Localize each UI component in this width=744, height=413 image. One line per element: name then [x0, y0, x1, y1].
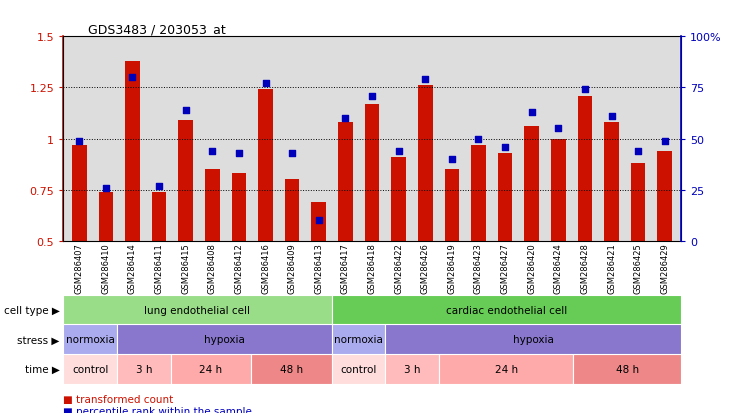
Bar [170, 354, 251, 384]
Bar [258, 90, 273, 241]
Text: time ▶: time ▶ [25, 364, 60, 374]
Bar [551, 139, 565, 241]
Text: normoxia: normoxia [65, 335, 115, 344]
Text: ■ transformed count: ■ transformed count [63, 394, 173, 404]
Bar [205, 170, 219, 241]
Text: hypoxia: hypoxia [513, 335, 554, 344]
Text: 48 h: 48 h [615, 364, 638, 374]
Point [260, 81, 272, 88]
Text: control: control [72, 364, 109, 374]
Text: stress ▶: stress ▶ [17, 335, 60, 344]
Bar [365, 104, 379, 241]
Bar [338, 123, 353, 241]
Bar [72, 145, 86, 241]
Point [73, 138, 85, 145]
Text: normoxia: normoxia [334, 335, 383, 344]
Bar [418, 86, 432, 241]
Bar [312, 202, 326, 241]
Bar [117, 325, 332, 354]
Point [526, 109, 538, 116]
Bar [152, 192, 167, 241]
Bar [251, 354, 332, 384]
Bar [63, 325, 117, 354]
Point [659, 138, 671, 145]
Text: GDS3483 / 203053_at: GDS3483 / 203053_at [88, 23, 225, 36]
Text: control: control [341, 364, 376, 374]
Bar [63, 354, 117, 384]
Text: lung endothelial cell: lung endothelial cell [144, 305, 251, 315]
Bar [63, 295, 332, 325]
Bar [332, 325, 385, 354]
Point [552, 126, 564, 132]
Point [579, 87, 591, 93]
Bar [385, 354, 439, 384]
Bar [525, 127, 539, 241]
Text: 24 h: 24 h [495, 364, 518, 374]
Point [606, 114, 618, 120]
Point [420, 77, 432, 83]
Text: 24 h: 24 h [199, 364, 222, 374]
Bar [332, 295, 681, 325]
Bar [498, 154, 513, 241]
Text: cardiac endothelial cell: cardiac endothelial cell [446, 305, 567, 315]
Point [499, 144, 511, 151]
Point [472, 136, 484, 142]
Bar [658, 152, 672, 241]
Bar [98, 192, 113, 241]
Point [339, 116, 351, 122]
Bar [385, 325, 681, 354]
Point [393, 148, 405, 155]
Point [126, 75, 138, 81]
Bar [391, 157, 406, 241]
Bar [574, 354, 681, 384]
Point [446, 156, 458, 163]
Text: 48 h: 48 h [280, 364, 303, 374]
Bar [444, 170, 459, 241]
Bar [439, 354, 574, 384]
Bar [125, 62, 140, 241]
Point [100, 185, 112, 192]
Text: 3 h: 3 h [135, 364, 152, 374]
Point [233, 150, 245, 157]
Bar [285, 180, 300, 241]
Bar [471, 145, 486, 241]
Point [180, 107, 192, 114]
Text: 3 h: 3 h [404, 364, 420, 374]
Text: hypoxia: hypoxia [204, 335, 245, 344]
Point [632, 148, 644, 155]
Text: cell type ▶: cell type ▶ [4, 305, 60, 315]
Bar [179, 121, 193, 241]
Bar [332, 354, 385, 384]
Bar [577, 96, 592, 241]
Bar [604, 123, 619, 241]
Text: ■ percentile rank within the sample: ■ percentile rank within the sample [63, 406, 252, 413]
Point [286, 150, 298, 157]
Point [206, 148, 218, 155]
Point [312, 218, 324, 224]
Point [366, 93, 378, 100]
Bar [231, 174, 246, 241]
Bar [631, 164, 646, 241]
Bar [117, 354, 170, 384]
Point [153, 183, 165, 190]
